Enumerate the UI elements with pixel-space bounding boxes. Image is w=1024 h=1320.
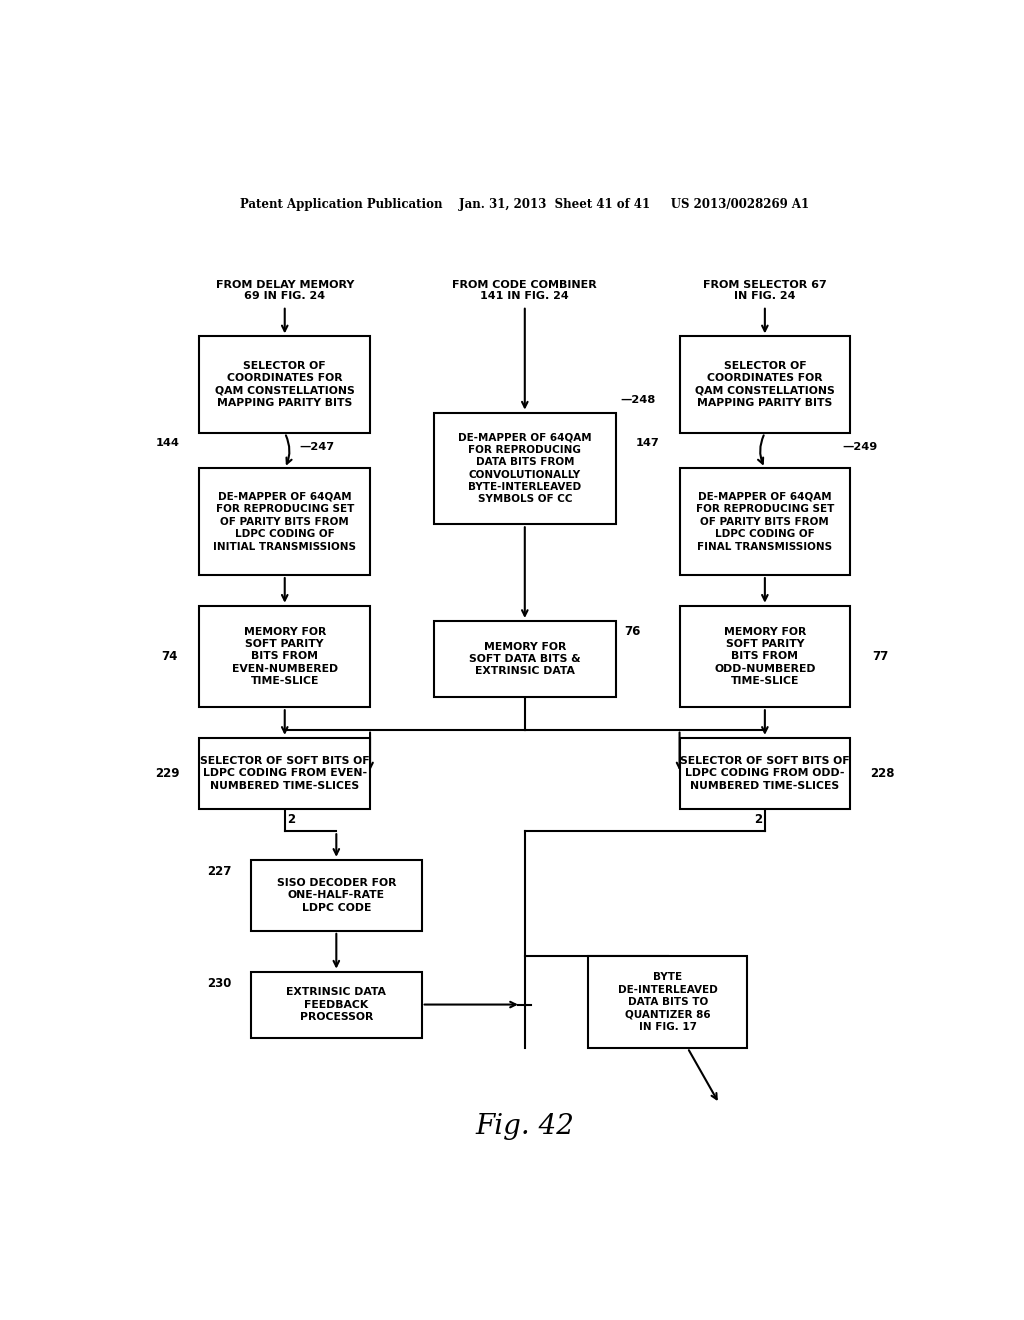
- FancyBboxPatch shape: [433, 412, 616, 524]
- Text: 227: 227: [207, 866, 231, 878]
- Text: FROM SELECTOR 67
IN FIG. 24: FROM SELECTOR 67 IN FIG. 24: [703, 280, 826, 301]
- Text: 77: 77: [872, 649, 889, 663]
- FancyBboxPatch shape: [200, 738, 370, 809]
- FancyBboxPatch shape: [680, 738, 850, 809]
- FancyBboxPatch shape: [680, 606, 850, 708]
- Text: 229: 229: [155, 767, 179, 780]
- FancyBboxPatch shape: [251, 859, 422, 931]
- FancyBboxPatch shape: [200, 469, 370, 576]
- FancyBboxPatch shape: [200, 337, 370, 433]
- Text: Patent Application Publication    Jan. 31, 2013  Sheet 41 of 41     US 2013/0028: Patent Application Publication Jan. 31, …: [241, 198, 809, 211]
- Text: —247: —247: [299, 442, 334, 451]
- Text: DE-MAPPER OF 64QAM
FOR REPRODUCING SET
OF PARITY BITS FROM
LDPC CODING OF
FINAL : DE-MAPPER OF 64QAM FOR REPRODUCING SET O…: [695, 492, 835, 552]
- Text: SELECTOR OF SOFT BITS OF
LDPC CODING FROM EVEN-
NUMBERED TIME-SLICES: SELECTOR OF SOFT BITS OF LDPC CODING FRO…: [200, 756, 370, 791]
- Text: 228: 228: [870, 767, 895, 780]
- Text: MEMORY FOR
SOFT PARITY
BITS FROM
ODD-NUMBERED
TIME-SLICE: MEMORY FOR SOFT PARITY BITS FROM ODD-NUM…: [714, 627, 815, 686]
- Text: SELECTOR OF
COORDINATES FOR
QAM CONSTELLATIONS
MAPPING PARITY BITS: SELECTOR OF COORDINATES FOR QAM CONSTELL…: [215, 360, 354, 408]
- Text: MEMORY FOR
SOFT DATA BITS &
EXTRINSIC DATA: MEMORY FOR SOFT DATA BITS & EXTRINSIC DA…: [469, 642, 581, 676]
- FancyBboxPatch shape: [680, 337, 850, 433]
- FancyBboxPatch shape: [433, 620, 616, 697]
- Text: SELECTOR OF SOFT BITS OF
LDPC CODING FROM ODD-
NUMBERED TIME-SLICES: SELECTOR OF SOFT BITS OF LDPC CODING FRO…: [680, 756, 850, 791]
- FancyBboxPatch shape: [251, 972, 422, 1038]
- Text: MEMORY FOR
SOFT PARITY
BITS FROM
EVEN-NUMBERED
TIME-SLICE: MEMORY FOR SOFT PARITY BITS FROM EVEN-NU…: [231, 627, 338, 686]
- Text: Fig. 42: Fig. 42: [475, 1113, 574, 1139]
- Text: 2: 2: [755, 813, 763, 825]
- Text: 76: 76: [624, 624, 640, 638]
- FancyBboxPatch shape: [200, 606, 370, 708]
- Text: 230: 230: [207, 977, 231, 990]
- Text: SISO DECODER FOR
ONE-HALF-RATE
LDPC CODE: SISO DECODER FOR ONE-HALF-RATE LDPC CODE: [276, 878, 396, 912]
- Text: DE-MAPPER OF 64QAM
FOR REPRODUCING
DATA BITS FROM
CONVOLUTIONALLY
BYTE-INTERLEAV: DE-MAPPER OF 64QAM FOR REPRODUCING DATA …: [458, 433, 592, 504]
- Text: 144: 144: [156, 438, 179, 447]
- Text: FROM DELAY MEMORY
69 IN FIG. 24: FROM DELAY MEMORY 69 IN FIG. 24: [215, 280, 354, 301]
- Text: SELECTOR OF
COORDINATES FOR
QAM CONSTELLATIONS
MAPPING PARITY BITS: SELECTOR OF COORDINATES FOR QAM CONSTELL…: [695, 360, 835, 408]
- Text: BYTE
DE-INTERLEAVED
DATA BITS TO
QUANTIZER 86
IN FIG. 17: BYTE DE-INTERLEAVED DATA BITS TO QUANTIZ…: [617, 973, 718, 1032]
- FancyBboxPatch shape: [588, 956, 748, 1048]
- Text: 147: 147: [636, 438, 659, 447]
- Text: —249: —249: [842, 442, 878, 451]
- Text: 74: 74: [161, 649, 177, 663]
- Text: DE-MAPPER OF 64QAM
FOR REPRODUCING SET
OF PARITY BITS FROM
LDPC CODING OF
INITIA: DE-MAPPER OF 64QAM FOR REPRODUCING SET O…: [213, 492, 356, 552]
- Text: EXTRINSIC DATA
FEEDBACK
PROCESSOR: EXTRINSIC DATA FEEDBACK PROCESSOR: [287, 987, 386, 1022]
- Text: 2: 2: [287, 813, 295, 825]
- Text: —248: —248: [620, 395, 655, 405]
- Text: FROM CODE COMBINER
141 IN FIG. 24: FROM CODE COMBINER 141 IN FIG. 24: [453, 280, 597, 301]
- FancyBboxPatch shape: [680, 469, 850, 576]
